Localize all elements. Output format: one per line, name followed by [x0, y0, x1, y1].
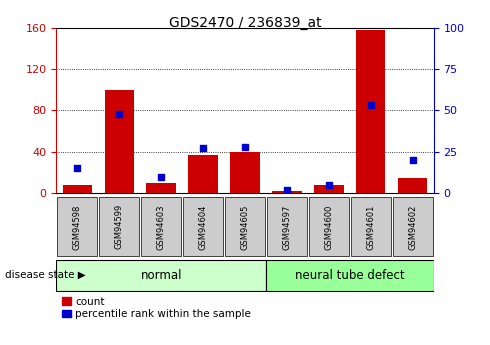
- Bar: [272, 191, 301, 193]
- Point: [74, 166, 81, 171]
- Point: [283, 187, 291, 193]
- Bar: [398, 178, 427, 193]
- Text: GSM94605: GSM94605: [241, 204, 249, 249]
- FancyBboxPatch shape: [309, 197, 349, 256]
- Text: normal: normal: [141, 269, 182, 282]
- Text: GSM94601: GSM94601: [366, 204, 375, 249]
- FancyBboxPatch shape: [351, 197, 391, 256]
- Text: neural tube defect: neural tube defect: [295, 269, 405, 282]
- Text: GSM94602: GSM94602: [408, 204, 417, 249]
- FancyBboxPatch shape: [225, 197, 265, 256]
- Text: GSM94597: GSM94597: [282, 204, 292, 249]
- Bar: [63, 185, 92, 193]
- FancyBboxPatch shape: [57, 197, 98, 256]
- Point: [115, 111, 123, 117]
- Text: GDS2470 / 236839_at: GDS2470 / 236839_at: [169, 16, 321, 30]
- Bar: [104, 90, 134, 193]
- Point: [241, 144, 249, 150]
- FancyBboxPatch shape: [56, 260, 266, 291]
- FancyBboxPatch shape: [392, 197, 433, 256]
- Bar: [314, 185, 343, 193]
- Bar: [230, 152, 260, 193]
- Point: [325, 182, 333, 188]
- FancyBboxPatch shape: [141, 197, 181, 256]
- FancyBboxPatch shape: [99, 197, 139, 256]
- Legend: count, percentile rank within the sample: count, percentile rank within the sample: [62, 297, 251, 319]
- Point: [409, 157, 416, 163]
- Bar: [356, 30, 386, 193]
- Text: disease state ▶: disease state ▶: [5, 270, 86, 280]
- Text: GSM94604: GSM94604: [198, 204, 208, 249]
- FancyBboxPatch shape: [266, 260, 434, 291]
- Point: [199, 146, 207, 151]
- FancyBboxPatch shape: [183, 197, 223, 256]
- Text: GSM94603: GSM94603: [157, 204, 166, 249]
- Point: [367, 103, 375, 108]
- FancyBboxPatch shape: [267, 197, 307, 256]
- Text: GSM94599: GSM94599: [115, 204, 124, 249]
- Text: GSM94600: GSM94600: [324, 204, 333, 249]
- Bar: [147, 183, 176, 193]
- Point: [157, 174, 165, 179]
- Bar: [188, 155, 218, 193]
- Text: GSM94598: GSM94598: [73, 204, 82, 249]
